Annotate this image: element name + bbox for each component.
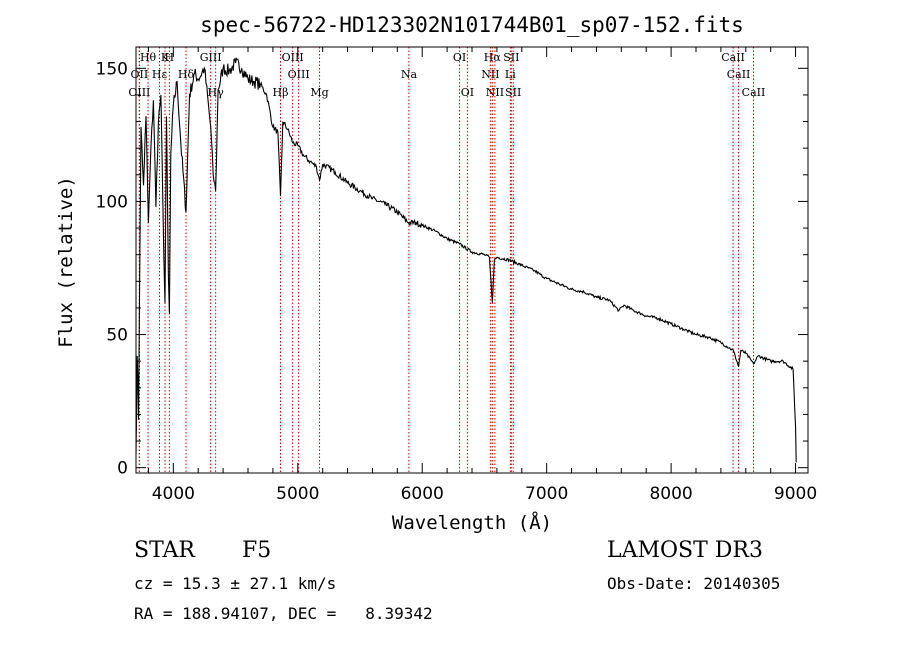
marker-label-9: OII bbox=[131, 68, 149, 81]
marker-label-0: Hθ bbox=[140, 51, 157, 64]
spectral-subclass: F5 bbox=[242, 538, 272, 563]
marker-label-7: SII bbox=[503, 51, 519, 64]
marker-label-6: Hα bbox=[484, 51, 502, 64]
x-axis-label: Wavelength (Å) bbox=[392, 511, 552, 534]
marker-label-10: Hε bbox=[152, 68, 168, 81]
marker-label-12: OIII bbox=[288, 68, 310, 81]
marker-label-3: GIII bbox=[200, 51, 222, 64]
marker-label-16: CaII bbox=[727, 68, 751, 81]
marker-label-1: K bbox=[161, 51, 170, 64]
x-tick-label-3: 7000 bbox=[525, 484, 568, 504]
marker-label-20: Mg bbox=[310, 86, 328, 99]
chart-title: spec-56722-HD123302N101744B01_sp07-152.f… bbox=[200, 13, 744, 37]
object-type: STAR bbox=[134, 538, 195, 563]
marker-label-22: NII bbox=[486, 86, 504, 99]
x-tick-label-2: 6000 bbox=[401, 484, 444, 504]
marker-label-24: CaII bbox=[742, 86, 766, 99]
y-axis-ticks: 0 50 100 150 bbox=[96, 59, 808, 479]
x-axis-ticks: 4000 5000 6000 7000 8000 9000 bbox=[147, 47, 817, 504]
marker-label-15: Li bbox=[505, 68, 516, 81]
marker-label-23: SII bbox=[505, 86, 521, 99]
marker-label-19: Hβ bbox=[273, 86, 289, 99]
y-tick-label-1: 50 bbox=[106, 326, 128, 346]
survey-name: LAMOST DR3 bbox=[607, 538, 763, 563]
x-tick-label-0: 4000 bbox=[152, 484, 195, 504]
y-tick-label-3: 150 bbox=[96, 59, 128, 79]
spectral-line-markers bbox=[138, 47, 754, 473]
x-tick-label-1: 5000 bbox=[276, 484, 319, 504]
spectrum-line bbox=[135, 57, 797, 463]
obs-date: Obs-Date: 20140305 bbox=[607, 574, 781, 593]
x-tick-label-5: 9000 bbox=[774, 484, 817, 504]
y-tick-label-0: 0 bbox=[117, 459, 128, 479]
marker-label-4: OIII bbox=[282, 51, 304, 64]
y-tick-label-2: 100 bbox=[96, 192, 128, 212]
marker-label-11: Hδ bbox=[178, 68, 195, 81]
marker-label-17: OIII bbox=[128, 86, 150, 99]
redshift-value: cz = 15.3 ± 27.1 km/s bbox=[134, 574, 337, 593]
marker-label-21: OI bbox=[461, 86, 474, 99]
marker-label-8: CaII bbox=[721, 51, 745, 64]
x-tick-label-4: 8000 bbox=[649, 484, 692, 504]
marker-label-2: H bbox=[165, 51, 175, 64]
plot-frame bbox=[135, 46, 809, 474]
marker-label-18: Hγ bbox=[208, 86, 225, 99]
marker-label-14: NII bbox=[481, 68, 499, 81]
marker-label-13: Na bbox=[401, 68, 418, 81]
y-axis-label: Flux (relative) bbox=[55, 176, 77, 348]
marker-label-5: OI bbox=[453, 51, 466, 64]
coordinates: RA = 188.94107, DEC = 8.39342 bbox=[134, 604, 433, 623]
